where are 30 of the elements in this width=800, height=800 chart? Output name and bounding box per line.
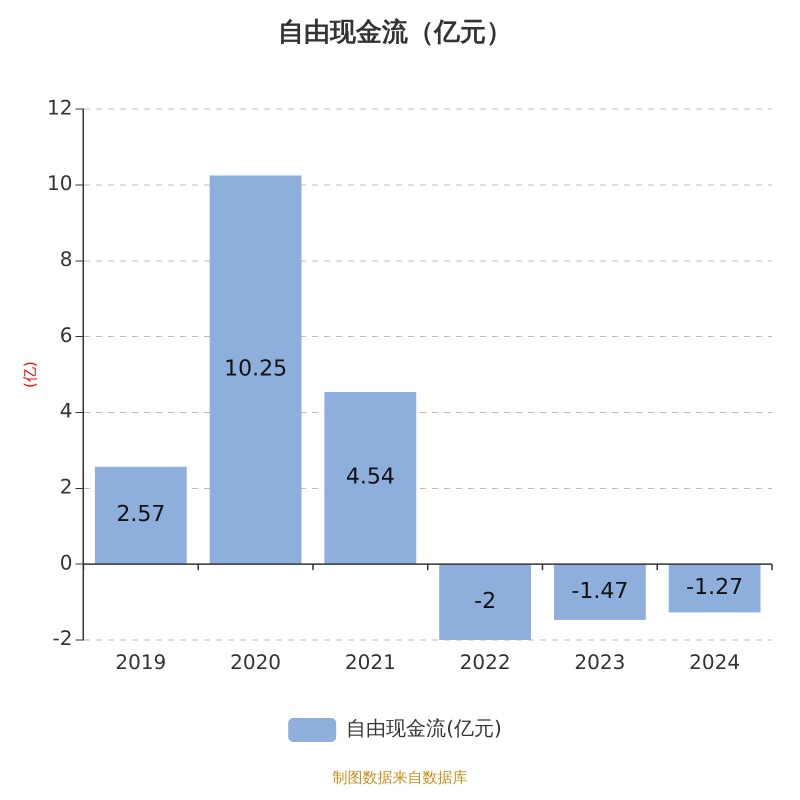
y-tick-label: -2 [52,626,72,650]
chart-title: 自由现金流（亿元） [278,17,512,48]
bar [439,564,532,640]
data-label: -2 [474,589,496,614]
data-label: 2.57 [116,502,166,527]
x-tick-label: 2021 [344,650,396,674]
x-tick-label: 2023 [574,650,626,674]
bar [210,176,302,564]
y-tick-label: 10 [46,171,72,196]
bar [324,392,416,564]
data-label: 4.54 [346,464,395,490]
y-tick-label: 4 [60,398,72,423]
bar [668,564,761,612]
bar [554,564,646,620]
y-tick-label: 12 [46,95,72,120]
data-label: 10.25 [224,356,288,382]
legend-label: 自由现金流(亿元) [346,716,502,740]
x-tick-label: 2024 [689,650,740,674]
data-label: -1.47 [571,579,628,604]
y-tick-label: 6 [60,322,72,347]
x-tick-label: 2019 [115,650,166,674]
y-axis-title: (亿) [20,361,39,388]
x-tick-label: 2022 [460,650,511,674]
y-tick-label: 2 [60,474,72,499]
bar [94,466,187,564]
data-label: -1.27 [686,575,744,600]
y-tick-label: 8 [60,247,72,272]
x-tick-label: 2020 [230,650,282,674]
text: 制图数据来自数据库 [332,768,468,786]
y-tick-label: 0 [60,550,72,574]
